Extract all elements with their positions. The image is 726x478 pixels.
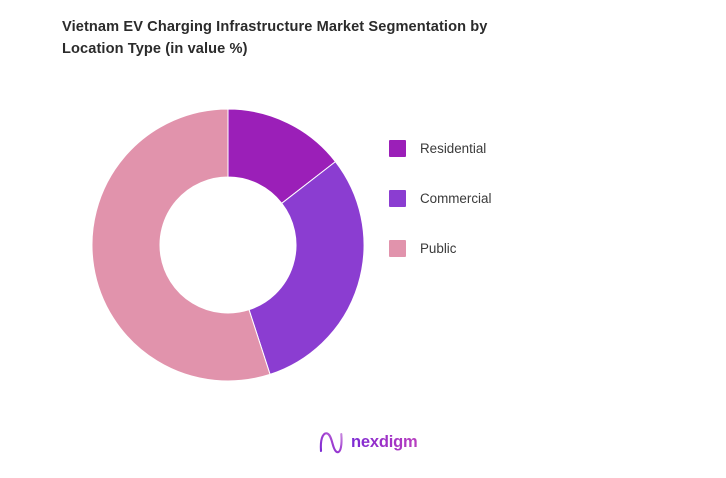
donut-slice-public[interactable] xyxy=(91,108,271,382)
donut-chart xyxy=(91,108,365,382)
legend-label-commercial: Commercial xyxy=(420,190,492,206)
chart-legend: Residential Commercial Public xyxy=(389,139,599,257)
donut-slice-group xyxy=(91,108,365,382)
brand-wordmark: nexdigm xyxy=(351,430,418,454)
legend-label-residential: Residential xyxy=(420,140,487,156)
legend-swatch-residential xyxy=(389,139,406,157)
legend-label-public: Public xyxy=(420,240,457,256)
legend-item-public[interactable]: Public xyxy=(389,239,599,257)
legend-item-commercial[interactable]: Commercial xyxy=(389,189,599,207)
brand-logo: nexdigm xyxy=(318,429,418,455)
donut-chart-svg xyxy=(91,108,365,382)
nexdigm-n-mark-icon xyxy=(319,432,343,454)
legend-item-residential[interactable]: Residential xyxy=(389,139,599,157)
donut-slice-commercial[interactable] xyxy=(248,160,365,375)
legend-swatch-commercial xyxy=(389,189,406,207)
chart-title: Vietnam EV Charging Infrastructure Marke… xyxy=(62,19,488,57)
legend-swatch-public xyxy=(389,239,406,257)
